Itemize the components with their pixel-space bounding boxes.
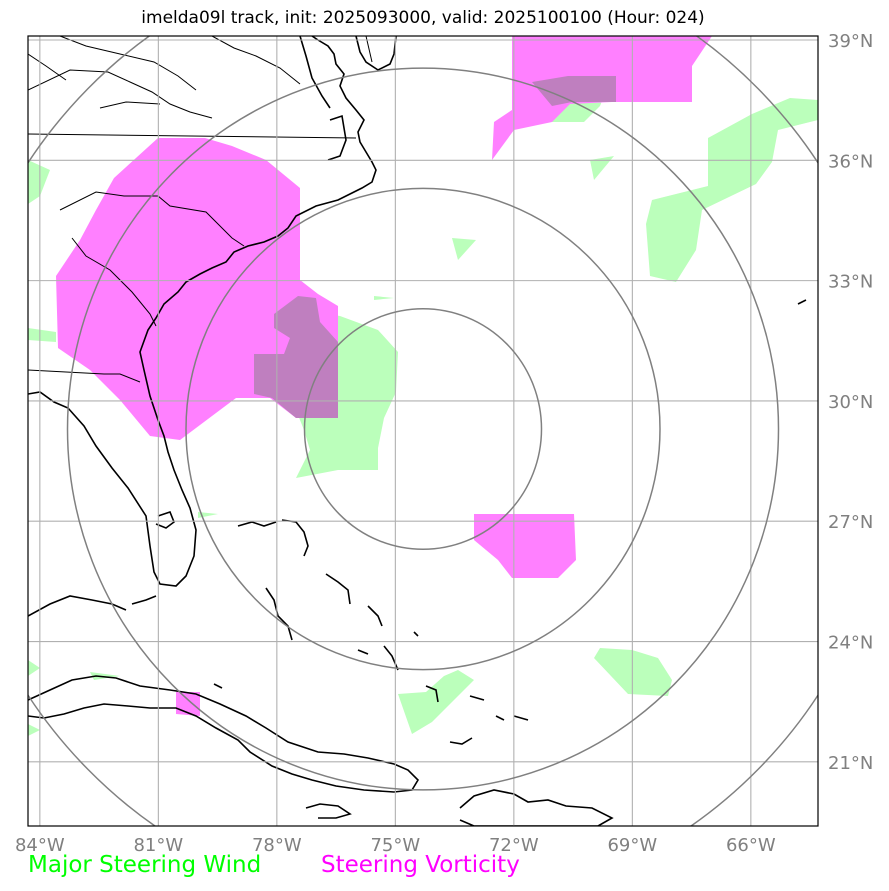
range-ring (303, 307, 543, 551)
latitude-tick-label: 30°N (828, 392, 873, 413)
longitude-tick-label: 78°W (252, 835, 302, 856)
border (59, 191, 245, 247)
steering-wind-area (28, 328, 56, 342)
longitude-tick-label: 75°W (370, 835, 420, 856)
overlap-area (254, 296, 338, 418)
range-ring (185, 187, 661, 671)
steering-wind-area (398, 670, 474, 734)
map-frame (27, 35, 819, 827)
island-coastline (469, 695, 485, 701)
latitude-tick-label: 24°N (828, 633, 873, 654)
island-coastline (413, 631, 419, 637)
coastline (355, 36, 397, 71)
latitude-tick-label: 21°N (828, 753, 873, 774)
coastline (299, 36, 331, 109)
border (59, 36, 197, 91)
steering-wind-area (90, 672, 120, 680)
latitude-tick-label: 33°N (828, 272, 873, 293)
steering-wind-area (590, 156, 614, 180)
longitude-tick-labels: 84°W 81°W 78°W 75°W 72°W 69°W 66°W (15, 835, 776, 856)
island-coastline (213, 683, 223, 689)
island-coastline (383, 645, 399, 671)
steering-fields (28, 36, 818, 736)
range-ring (66, 67, 780, 791)
longitude-tick-label: 66°W (726, 835, 776, 856)
coastline (459, 789, 614, 826)
border (28, 69, 213, 119)
graticule (28, 36, 818, 826)
island-coastline (513, 715, 529, 721)
legend-vorticity-label: Steering Vorticity (321, 852, 520, 878)
steering-vorticity-area (474, 514, 576, 578)
island-coastline (325, 573, 351, 605)
steering-wind-area (28, 160, 50, 204)
coastline (28, 36, 377, 587)
island-coastline (495, 715, 505, 721)
steering-wind-area (452, 238, 476, 260)
coastline (327, 114, 347, 161)
border (28, 369, 141, 383)
coastline (28, 595, 127, 617)
steering-wind-area (28, 724, 40, 736)
island-coastline (265, 587, 293, 641)
latitude-tick-label: 39°N (828, 31, 873, 52)
border (211, 36, 301, 85)
longitude-tick-label: 69°W (607, 835, 657, 856)
coastline (155, 511, 175, 529)
island-coastline (357, 649, 369, 655)
steering-wind-area (594, 648, 672, 696)
longitude-tick-label: 72°W (489, 835, 539, 856)
legend-wind-label: Major Steering Wind (28, 852, 262, 878)
steering-wind-area (646, 98, 818, 282)
steering-wind-area (28, 660, 40, 676)
map-title: imelda09l track, init: 2025093000, valid… (141, 8, 705, 28)
coastline (305, 803, 352, 819)
latitude-tick-labels: 21°N 24°N 27°N 30°N 33°N 36°N 39°N (828, 31, 873, 774)
island-coastline (797, 299, 807, 305)
overlap-area (532, 76, 616, 106)
island-coastline (131, 595, 157, 605)
island-coastline (237, 521, 277, 527)
island-coastline (425, 685, 439, 703)
latitude-tick-label: 36°N (828, 151, 873, 172)
border (99, 101, 161, 109)
longitude-tick-label: 81°W (133, 835, 183, 856)
border (28, 53, 67, 81)
longitude-tick-label: 84°W (15, 835, 65, 856)
steering-wind-area (374, 296, 394, 300)
border (28, 133, 357, 139)
latitude-tick-label: 27°N (828, 512, 873, 533)
island-coastline (449, 737, 473, 745)
island-coastline (367, 605, 383, 627)
